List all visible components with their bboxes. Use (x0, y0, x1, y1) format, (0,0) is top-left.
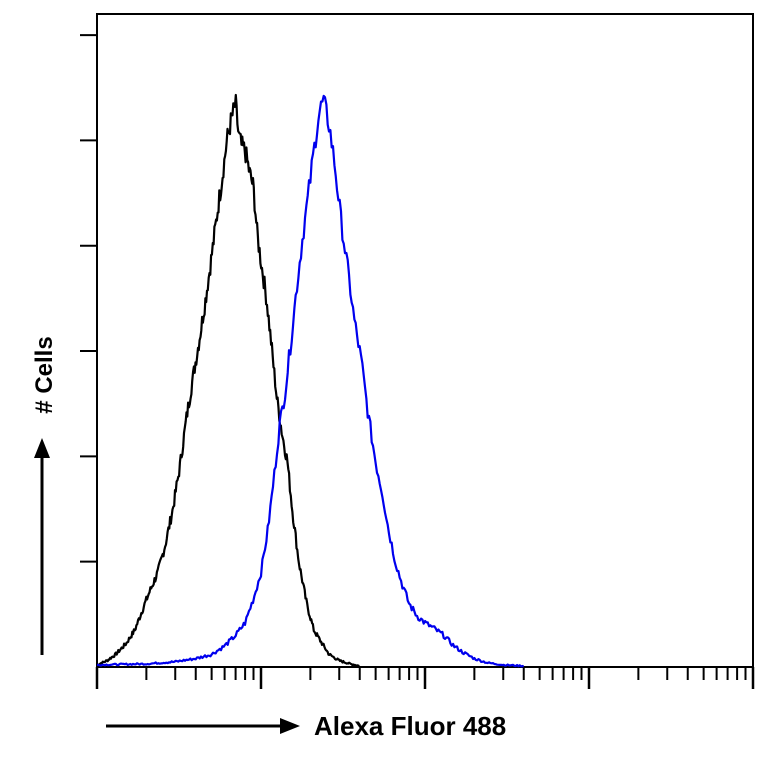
series-line-black (96, 93, 361, 668)
x-axis-ticks (95, 667, 755, 689)
series-layer (96, 93, 525, 668)
series-line-blue (96, 94, 525, 668)
x-axis-label: Alexa Fluor 488 (314, 711, 506, 741)
y-axis-ticks (80, 34, 97, 563)
y-axis-label: # Cells (31, 336, 58, 413)
x-arrow-head-icon (280, 718, 300, 734)
plot-frame (96, 13, 754, 668)
y-arrow-head-icon (34, 438, 50, 458)
